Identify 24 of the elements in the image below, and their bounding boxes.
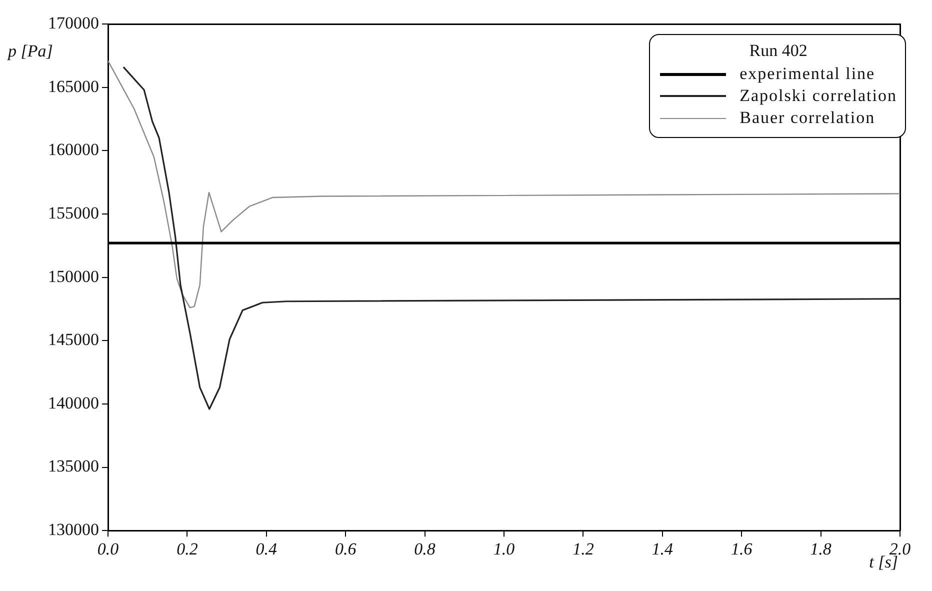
- y-tick-label: 165000: [48, 76, 99, 96]
- x-tick-label: 0.0: [97, 539, 120, 558]
- x-tick-label: 0.4: [256, 539, 278, 558]
- x-tick-label: 1.2: [572, 539, 594, 558]
- x-tick-label: 0.6: [334, 539, 357, 558]
- x-tick-label: 1.6: [730, 539, 753, 558]
- y-tick-label: 140000: [48, 393, 99, 412]
- y-tick-label: 155000: [48, 203, 99, 222]
- y-tick-label: 145000: [48, 330, 99, 350]
- y-tick-label: 160000: [48, 140, 99, 160]
- legend-label: Zapolski correlation: [740, 85, 897, 107]
- x-tick-label: 1.0: [493, 539, 516, 558]
- x-tick-label: 0.2: [176, 539, 198, 558]
- y-axis-title: p [Pa]: [7, 41, 53, 60]
- x-tick-label: 0.8: [414, 539, 436, 558]
- legend-label: Bauer correlation: [740, 107, 876, 129]
- y-tick-label: 170000: [48, 13, 99, 32]
- y-tick-label: 130000: [48, 520, 99, 540]
- y-tick-label: 135000: [48, 456, 99, 476]
- x-tick-label: 1.8: [810, 539, 832, 558]
- x-tick-label: 1.4: [652, 539, 674, 558]
- legend-title: Run 402: [748, 41, 808, 61]
- legend-label: experimental line: [740, 63, 876, 85]
- y-tick-label: 150000: [48, 266, 99, 286]
